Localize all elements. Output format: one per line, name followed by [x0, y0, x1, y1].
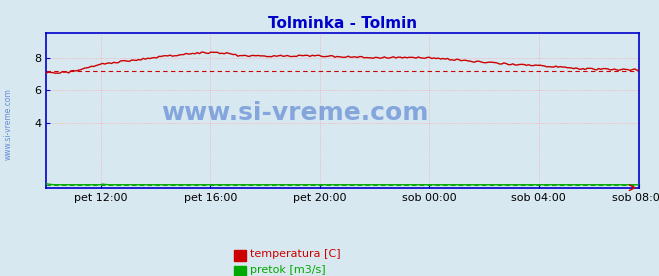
Title: Tolminka - Tolmin: Tolminka - Tolmin	[268, 15, 417, 31]
Text: www.si-vreme.com: www.si-vreme.com	[161, 102, 429, 126]
Text: pretok [m3/s]: pretok [m3/s]	[250, 266, 326, 275]
Text: temperatura [C]: temperatura [C]	[250, 249, 341, 259]
Text: www.si-vreme.com: www.si-vreme.com	[3, 88, 13, 160]
